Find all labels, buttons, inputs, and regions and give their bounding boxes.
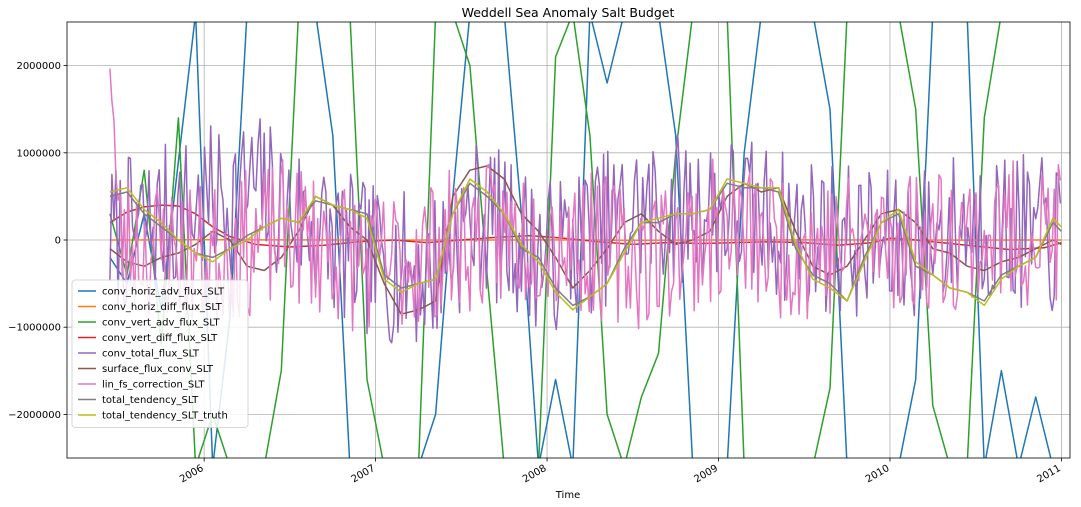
y-tick-label: 0 <box>55 236 61 247</box>
legend-label: conv_horiz_adv_flux_SLT <box>102 287 225 298</box>
x-tick-label: 2008 <box>521 463 549 485</box>
legend-label: surface_flux_conv_SLT <box>102 364 214 375</box>
series-line-lin_fs_correction_SLT <box>109 68 1062 332</box>
series-line-total_tendency_SLT_truth <box>109 178 1062 311</box>
series-line-conv_total_flux_SLT <box>109 118 1062 344</box>
legend-box <box>71 279 249 428</box>
legend-label: lin_fs_correction_SLT <box>102 380 205 391</box>
y-tick-label: −1000000 <box>8 323 61 334</box>
legend-label: conv_total_flux_SLT <box>102 349 200 360</box>
legend-label: total_tendency_SLT <box>102 395 199 406</box>
x-axis-label: Time <box>555 490 580 501</box>
y-tick-label: 1000000 <box>16 148 61 159</box>
legend-label: total_tendency_SLT_truth <box>102 411 228 422</box>
series-layer <box>109 22 1062 458</box>
legend: conv_horiz_adv_flux_SLT conv_horiz_diff_f… <box>71 279 249 428</box>
legend-label: conv_horiz_diff_flux_SLT <box>102 302 223 313</box>
x-tick-label: 2007 <box>350 463 378 485</box>
x-tick-label: 2006 <box>178 463 206 485</box>
y-tick-label: 2000000 <box>16 61 61 72</box>
series-line-conv_vert_adv_flux_SLT <box>109 22 1001 458</box>
x-axis: 2006 2007 2008 2009 2010 2011 <box>178 458 1063 485</box>
x-tick-label: 2010 <box>864 463 892 485</box>
x-tick-label: 2009 <box>692 463 720 485</box>
chart-title: Weddell Sea Anomaly Salt Budget <box>462 5 675 20</box>
legend-label: conv_vert_adv_flux_SLT <box>102 318 220 329</box>
y-axis: −2000000 −1000000 0 1000000 2000000 <box>8 61 67 421</box>
x-tick-label: 2011 <box>1035 463 1063 485</box>
y-tick-label: −2000000 <box>8 410 61 421</box>
legend-label: conv_vert_diff_flux_SLT <box>102 333 218 344</box>
